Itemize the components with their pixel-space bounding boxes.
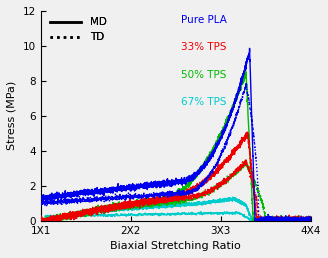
Legend: MD, TD: MD, TD xyxy=(46,13,111,47)
Text: 33% TPS: 33% TPS xyxy=(181,42,227,52)
Text: Pure PLA: Pure PLA xyxy=(181,15,227,25)
Text: 67% TPS: 67% TPS xyxy=(181,97,227,107)
X-axis label: Biaxial Stretching Ratio: Biaxial Stretching Ratio xyxy=(110,241,241,251)
Text: 50% TPS: 50% TPS xyxy=(181,70,227,80)
Y-axis label: Stress (MPa): Stress (MPa) xyxy=(7,81,17,150)
